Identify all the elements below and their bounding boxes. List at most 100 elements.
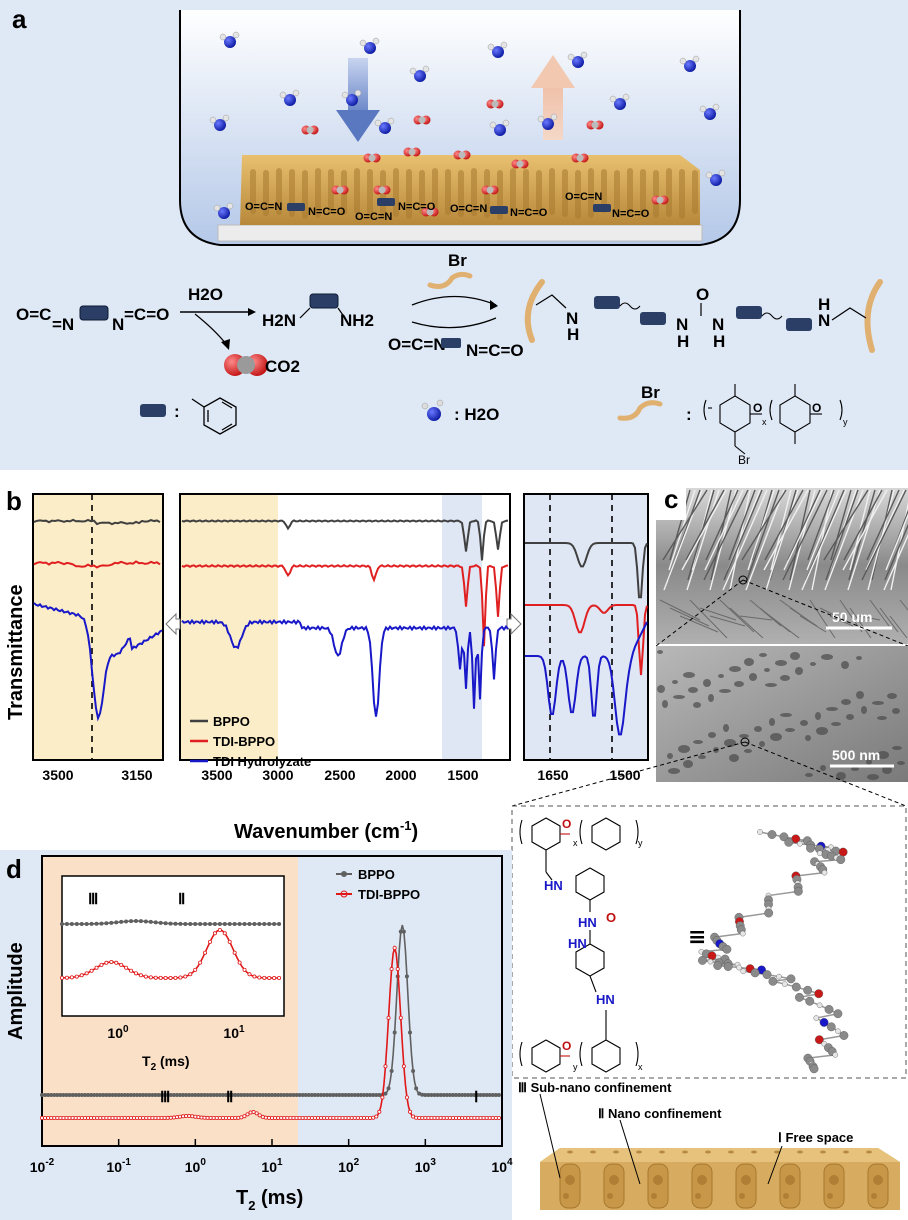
co2-molecule <box>413 115 431 125</box>
scale-bar-bottom: 500 nm <box>832 747 880 763</box>
water-molecule <box>537 113 558 130</box>
water-molecule <box>699 103 720 120</box>
svg-text:Ⅲ: Ⅲ <box>88 892 98 908</box>
panel-d-ticks: 10-2 10-1 100 101 102 103 104 <box>30 1139 513 1175</box>
confinement-schematic <box>540 1148 900 1210</box>
svg-text:O: O <box>562 817 571 831</box>
diamine-right: NH2 <box>340 311 374 330</box>
svg-text:BPPO: BPPO <box>358 867 395 882</box>
svg-text:y: y <box>573 1062 578 1072</box>
sem-bottom-texture <box>657 650 905 780</box>
svg-text:x: x <box>762 417 767 427</box>
x-tick-label: 100 <box>185 1157 207 1175</box>
zoom-left-arrow-icon <box>165 612 181 636</box>
co2-label: CO2 <box>265 357 300 376</box>
panel-d-ylabel: Amplitude <box>5 942 27 1040</box>
co2-molecule <box>363 153 381 163</box>
svg-text:=N: =N <box>52 315 74 334</box>
zoom-right-arrow-icon <box>506 612 522 636</box>
water-molecule <box>705 169 726 186</box>
svg-text:Ⅱ: Ⅱ <box>178 892 185 908</box>
tdi-hydrolyzate-mid-line <box>181 618 509 717</box>
scale-bar-top: 50 um <box>832 609 872 625</box>
nmr-curves <box>40 919 501 1121</box>
svg-text:N=C=O: N=C=O <box>612 208 650 220</box>
water-molecule <box>487 41 508 58</box>
svg-text:H: H <box>818 295 830 314</box>
svg-text:x: x <box>638 1062 643 1072</box>
svg-text:c: c <box>664 484 678 514</box>
panel-d-letter: d <box>6 854 22 884</box>
water-molecule <box>374 117 395 134</box>
membrane-support <box>217 224 703 242</box>
water-molecule <box>409 65 430 82</box>
bppo-right-line <box>525 542 648 599</box>
sem-top-texture <box>659 489 908 639</box>
svg-text:2000: 2000 <box>385 767 416 783</box>
svg-text:x: x <box>573 838 578 848</box>
panel-b-right-box <box>523 493 649 761</box>
tdi-bppo-mid-line <box>181 564 509 647</box>
ftir-curves <box>33 518 648 736</box>
co2-molecule <box>373 185 391 195</box>
equivalence-sign: ≡ <box>688 925 706 950</box>
svg-text:N=C=O: N=C=O <box>510 207 548 219</box>
svg-text:y: y <box>843 417 848 427</box>
svg-text:3150: 3150 <box>121 767 152 783</box>
ball-and-stick-model <box>698 829 849 1074</box>
svg-text:HN: HN <box>578 915 597 930</box>
legend-tdi-hydrolyzate: TDI Hydrolyzate <box>213 754 311 769</box>
co2-molecule <box>331 185 349 195</box>
svg-text:H: H <box>567 325 579 344</box>
svg-text::: : <box>686 405 692 424</box>
svg-text:HN: HN <box>596 992 615 1007</box>
svg-text:O=C=N: O=C=N <box>565 191 602 203</box>
co2-molecule <box>403 147 421 157</box>
svg-text:101: 101 <box>223 1024 245 1041</box>
x-tick-label: 102 <box>338 1157 360 1175</box>
co2-molecule <box>421 207 439 217</box>
co2-molecule <box>651 195 669 205</box>
panel-b-letter: b <box>6 486 22 516</box>
svg-text:N=C=O: N=C=O <box>466 341 524 360</box>
legend-tdi-bppo: TDI-BPPO <box>213 734 275 749</box>
panel-b-ticks: 3500 3150 3500 3000 2500 2000 1500 1650 … <box>42 767 640 783</box>
svg-text:O: O <box>606 910 616 925</box>
label-nano: Ⅱ Nano confinement <box>598 1106 722 1121</box>
svg-text:H: H <box>713 332 725 351</box>
svg-text:O=C=N: O=C=N <box>388 335 446 354</box>
svg-text:HN: HN <box>568 936 587 951</box>
svg-text:N: N <box>712 315 724 334</box>
svg-text:O: O <box>562 1039 571 1053</box>
co2-molecule <box>571 153 589 163</box>
co2-molecule <box>453 150 471 160</box>
reaction-scheme: O=C =N N =C=O H2O CO2 H2N NH2 Br O=C=N N… <box>16 251 883 467</box>
co2-molecule <box>511 159 529 169</box>
svg-text:: H2O: : H2O <box>454 405 499 424</box>
co2-molecule <box>481 185 499 195</box>
svg-text:3500: 3500 <box>42 767 73 783</box>
panel-a-letter: a <box>12 4 27 34</box>
panel-d-legend: BPPO TDI-BPPO <box>336 867 420 902</box>
svg-text:N: N <box>566 309 578 328</box>
water-molecule <box>213 202 234 219</box>
panel-b-ylabel: Transmittance <box>5 584 27 720</box>
co2-molecule <box>586 120 604 130</box>
svg-text:HN: HN <box>544 878 563 893</box>
water-molecule <box>567 51 588 68</box>
svg-text:1650: 1650 <box>537 767 568 783</box>
svg-text:1500: 1500 <box>609 767 640 783</box>
svg-text:O=C: O=C <box>16 305 51 324</box>
svg-text:Br: Br <box>641 383 660 402</box>
crosslinkers: O=C=N N=C=O O=C=N N=C=O O=C=N N=C=O O=C=N N=… <box>245 191 650 223</box>
svg-text:Br: Br <box>738 453 750 467</box>
svg-text:N: N <box>676 315 688 334</box>
x-tick-label: 101 <box>261 1157 283 1175</box>
co2-molecule <box>301 125 319 135</box>
bppo-structure <box>703 384 843 455</box>
x-tick-label: 10-2 <box>30 1157 55 1175</box>
svg-text:100: 100 <box>107 1024 129 1041</box>
benzene-icon <box>191 397 237 435</box>
svg-text:Ⅱ: Ⅱ <box>226 1090 233 1106</box>
tdi-hydrolyzate-line <box>33 602 163 722</box>
